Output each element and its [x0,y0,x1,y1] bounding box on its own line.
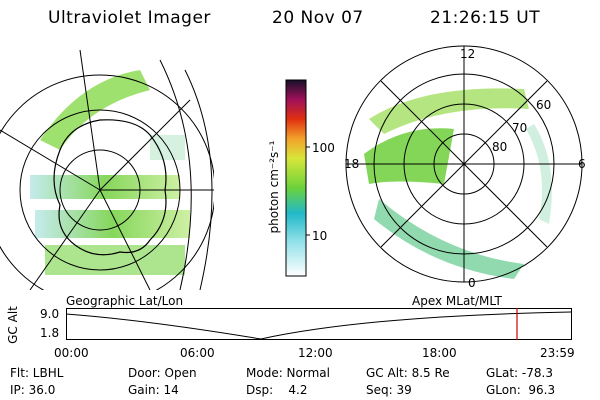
alt-tick-high: 9.0 [40,307,60,321]
gc-alt-axis-label: GC Alt [5,306,20,344]
geo-caption: Geographic Lat/Lon [66,294,184,308]
status-gain: Gain: 14 [128,383,179,397]
polar-plot [345,45,583,283]
time-tick-0: 00:00 [54,346,89,360]
time-tick-4: 23:59 [540,346,575,360]
emission-band [30,175,180,199]
coastline [53,119,167,256]
lat-label-60: 60 [536,98,552,112]
time-tick-2: 12:00 [298,346,333,360]
status-mode: Mode: Normal [246,366,330,380]
emission-band [374,199,524,279]
time-tick-3: 18:00 [422,346,457,360]
geographic-image [0,49,214,290]
colorbar-gradient [285,79,307,277]
emission-band [526,124,552,224]
colorbar-tick-100: 100 [312,141,335,155]
status-filter: Flt: LBHL [10,366,64,380]
status-seq: Seq: 39 [366,383,412,397]
colorbar [285,79,310,277]
status-glat: GLat: -78.3 [486,366,553,380]
emission-band [45,245,185,275]
alt-tick-low: 1.8 [40,326,60,340]
lat-label-80: 80 [492,140,508,154]
altitude-curve [66,311,572,340]
colorbar-tick-10: 10 [312,229,328,243]
altitude-timeline [66,308,572,340]
status-door: Door: Open [128,366,197,380]
mlt-label-6: 6 [578,157,586,171]
emission-band [369,88,529,134]
status-glon: GLon: 96.3 [486,383,556,397]
polar-caption: Apex MLat/MLT [412,294,502,308]
status-gc-alt: GC Alt: 8.5 Re [366,366,450,380]
time-label: 21:26:15 UT [430,8,541,28]
colorbar-label: photon cm⁻²s⁻¹ [267,140,281,234]
lat-label-70: 70 [512,121,528,135]
instrument-title: Ultraviolet Imager [48,8,211,28]
emission-band [364,128,454,184]
time-tick-1: 06:00 [180,346,215,360]
mlt-label-12: 12 [460,47,476,61]
mlt-label-18: 18 [344,157,360,171]
timeline-frame [66,308,572,340]
date-label: 20 Nov 07 [272,8,364,28]
status-dsp: Dsp: 4.2 [246,383,308,397]
status-ip: IP: 36.0 [10,383,56,397]
mlt-label-0: 0 [468,276,476,290]
